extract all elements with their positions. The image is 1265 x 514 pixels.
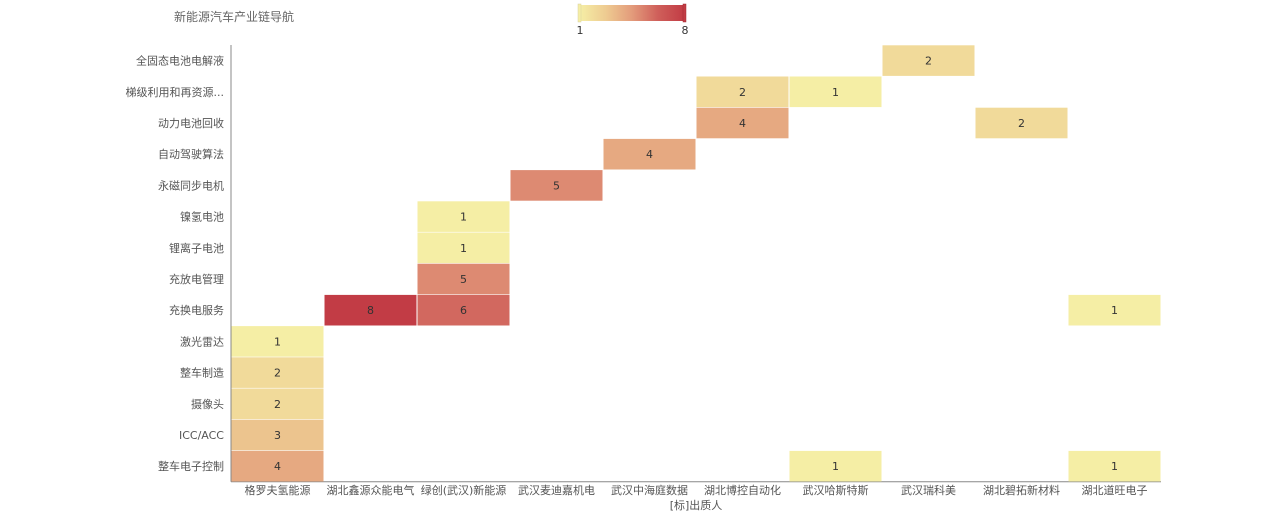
y-tick-label: ICC/ACC bbox=[179, 429, 224, 442]
cell-value-label: 5 bbox=[553, 179, 560, 192]
cell-value-label: 2 bbox=[739, 86, 746, 99]
cell-value-label: 1 bbox=[460, 242, 467, 255]
x-tick-label: 湖北碧拓新材料 bbox=[983, 483, 1060, 497]
cell-value-label: 6 bbox=[460, 304, 467, 317]
x-tick-label: 武汉瑞科美 bbox=[901, 483, 956, 497]
heatmap-cells: 2 2 1 4 2 4 5 1 1 5 8 6 1 1 2 2 3 4 1 1 bbox=[232, 45, 1161, 481]
y-tick-label: 锂离子电池 bbox=[169, 241, 224, 255]
cell-value-label: 2 bbox=[925, 55, 932, 68]
x-tick-label: 武汉中海庭数据 bbox=[611, 483, 688, 497]
visual-map-handle-max[interactable] bbox=[683, 4, 686, 22]
cell-value-label: 2 bbox=[274, 367, 281, 380]
y-tick-label: 整车制造 bbox=[180, 366, 224, 380]
cell-value-label: 3 bbox=[274, 429, 281, 442]
visual-map-handle-min[interactable] bbox=[578, 4, 581, 22]
y-tick-label: 摄像头 bbox=[191, 397, 224, 411]
cell-value-label: 1 bbox=[1111, 304, 1118, 317]
cell-value-label: 1 bbox=[832, 460, 839, 473]
x-tick-label: 绿创(武汉)新能源 bbox=[421, 483, 507, 497]
x-tick-label: 武汉哈斯特斯 bbox=[803, 483, 869, 497]
y-tick-label: 镍氢电池 bbox=[180, 210, 224, 224]
y-tick-label: 自动驾驶算法 bbox=[158, 147, 224, 161]
cell-value-label: 4 bbox=[274, 460, 281, 473]
x-tick-label: 湖北鑫源众能电气 bbox=[327, 483, 415, 497]
x-axis-name: [标]出质人 bbox=[670, 498, 723, 512]
cell-value-label: 1 bbox=[460, 211, 467, 224]
x-tick-label: 格罗夫氢能源 bbox=[245, 483, 311, 497]
y-tick-label: 整车电子控制 bbox=[158, 459, 224, 473]
cell-value-label: 1 bbox=[274, 335, 281, 348]
visual-map-max-label: 8 bbox=[682, 24, 689, 37]
cell-value-label: 1 bbox=[832, 86, 839, 99]
cell-value-label: 2 bbox=[274, 398, 281, 411]
visual-map-bar[interactable] bbox=[580, 5, 684, 21]
cell-value-label: 2 bbox=[1018, 117, 1025, 130]
y-tick-label: 充换电服务 bbox=[169, 303, 224, 317]
cell-value-label: 4 bbox=[646, 148, 653, 161]
x-tick-label: 湖北道旺电子 bbox=[1082, 483, 1148, 497]
y-axis-labels: 全固态电池电解液梯级利用和再资源... 动力电池回收自动驾驶算法永磁同步电机镍氢电… bbox=[126, 54, 225, 474]
cell-value-label: 5 bbox=[460, 273, 467, 286]
x-tick-label: 武汉麦迪嘉机电 bbox=[518, 483, 595, 497]
y-tick-label: 全固态电池电解液 bbox=[136, 54, 224, 68]
y-tick-label: 动力电池回收 bbox=[158, 116, 224, 130]
cell-value-label: 4 bbox=[739, 117, 746, 130]
x-tick-label: 湖北博控自动化 bbox=[704, 483, 781, 497]
visual-map[interactable]: 18 bbox=[577, 4, 689, 37]
y-tick-label: 梯级利用和再资源... bbox=[126, 85, 225, 99]
y-tick-label: 激光雷达 bbox=[180, 334, 224, 348]
cell-value-label: 8 bbox=[367, 304, 374, 317]
visual-map-min-label: 1 bbox=[577, 24, 584, 37]
y-tick-label: 永磁同步电机 bbox=[158, 178, 224, 192]
cell-value-label: 1 bbox=[1111, 460, 1118, 473]
x-axis-labels: 格罗夫氢能源 湖北鑫源众能电气绿创(武汉)新能源武汉麦迪嘉机电 武汉中海庭数据 湖北博… bbox=[245, 483, 1148, 512]
y-tick-label: 充放电管理 bbox=[169, 272, 224, 286]
